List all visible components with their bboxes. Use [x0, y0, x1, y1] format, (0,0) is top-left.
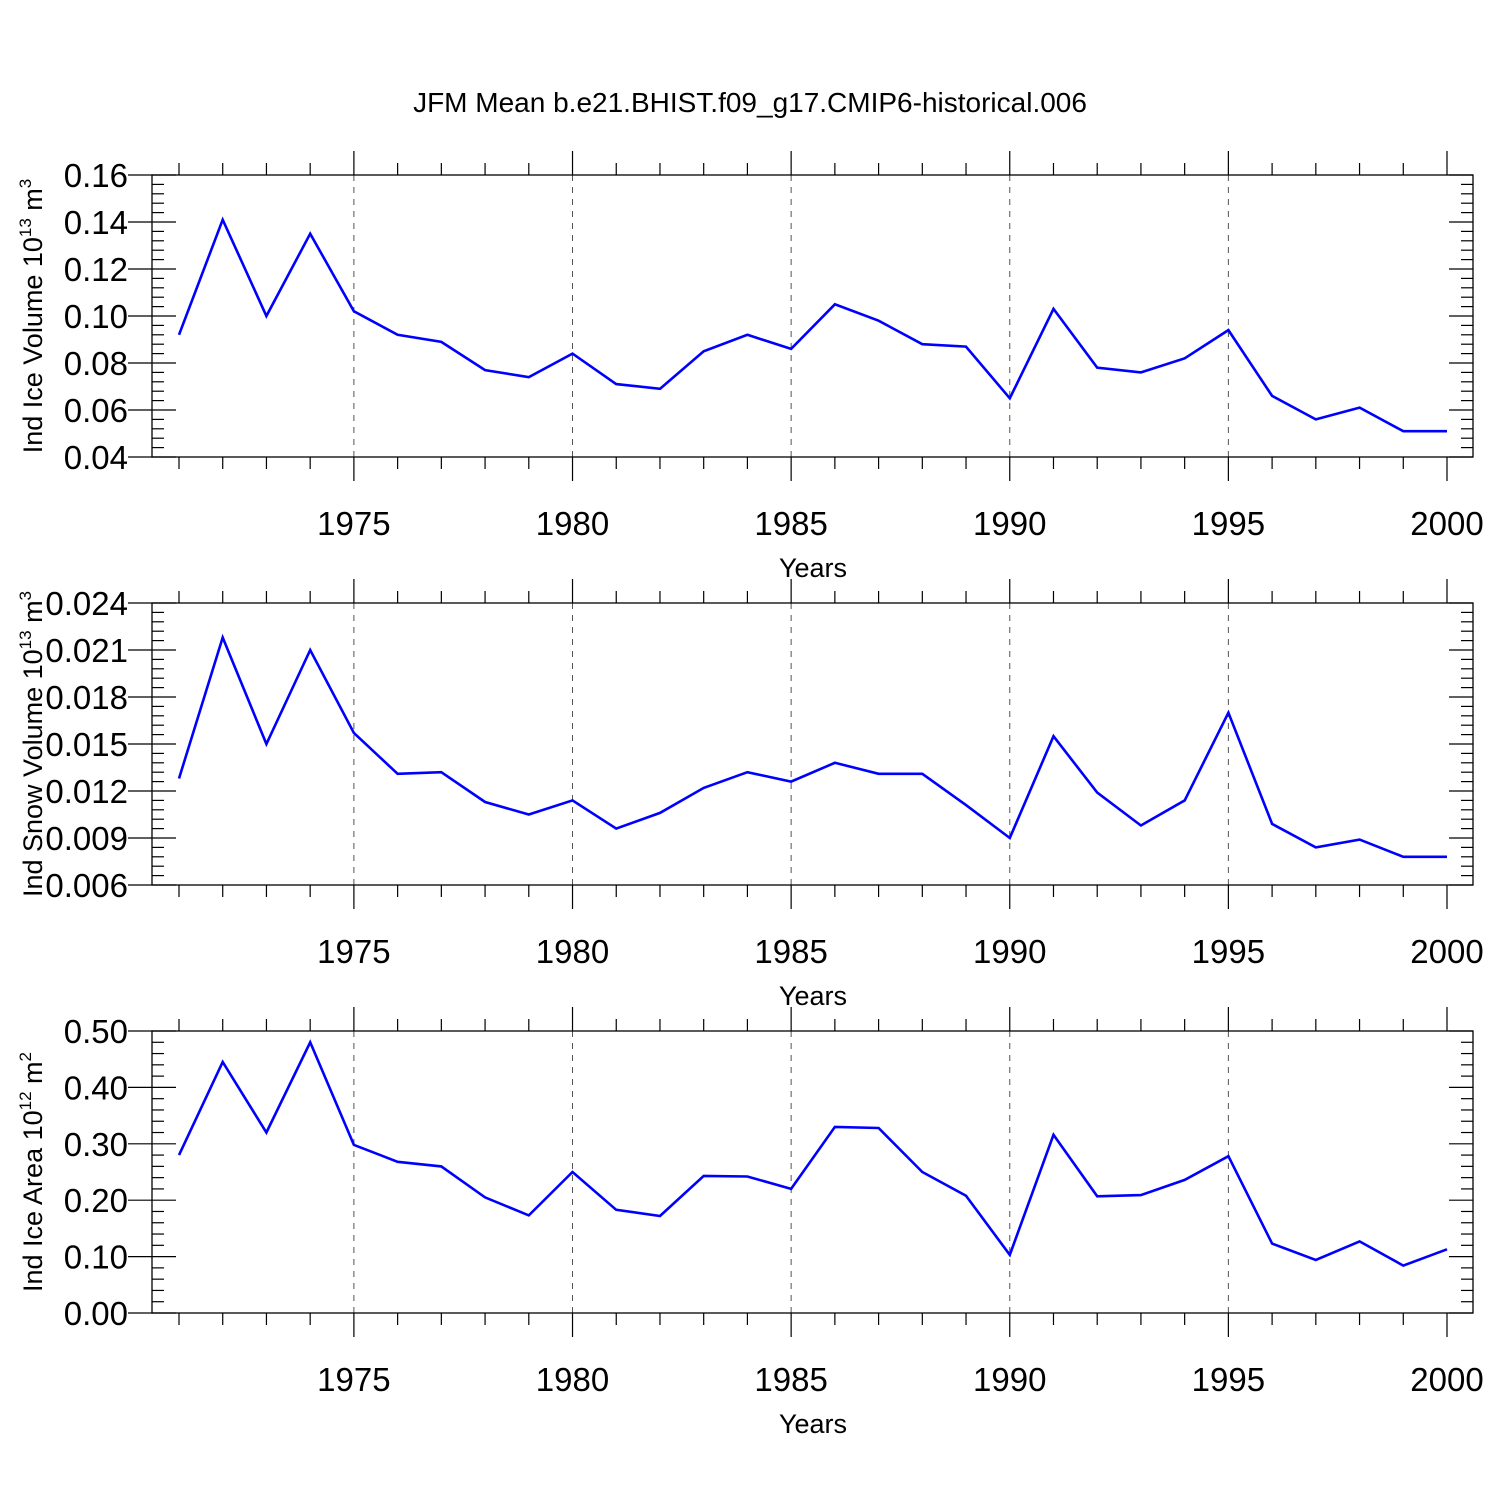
x-axis-label: Years — [779, 981, 847, 1011]
x-tick-label: 1980 — [536, 933, 609, 970]
series-line — [177, 216, 1447, 433]
x-tick-label: 1995 — [1192, 933, 1265, 970]
y-tick-label: 0.08 — [64, 345, 128, 382]
y-tick-label: 0.14 — [64, 204, 128, 241]
y-tick-label: 0.015 — [45, 726, 128, 763]
y-tick-label: 0.10 — [64, 1239, 128, 1276]
y-tick-label: 0.20 — [64, 1182, 128, 1219]
y-tick-label: 0.009 — [45, 820, 128, 857]
x-tick-label: 2000 — [1410, 1361, 1483, 1398]
x-tick-label: 1980 — [536, 505, 609, 542]
y-axis-label: Ind Ice Volume 1013 m3 — [16, 179, 48, 454]
y-tick-label: 0.018 — [45, 679, 128, 716]
y-tick-label: 0.00 — [64, 1295, 128, 1332]
x-tick-label: 1985 — [754, 933, 827, 970]
series-line — [177, 1039, 1448, 1268]
y-tick-label: 0.50 — [64, 1013, 128, 1050]
panel-3: 0.00 0.10 0.20 0.30 0.40 0.50 1975 1980 1985 1990… — [16, 1007, 1484, 1439]
y-tick-label: 0.16 — [64, 157, 128, 194]
y-tick-label: 0.04 — [64, 439, 128, 476]
x-tick-label: 2000 — [1410, 505, 1483, 542]
x-tick-label: 1975 — [317, 1361, 390, 1398]
x-tick-label: 1990 — [973, 505, 1046, 542]
panel-2: 0.006 0.009 0.012 0.015 0.018 0.021 0.024 1975 1… — [16, 579, 1484, 1011]
x-tick-label: 1975 — [317, 933, 390, 970]
y-tick-label: 0.10 — [64, 298, 128, 335]
y-tick-label: 0.006 — [45, 867, 128, 904]
y-tick-label: 0.024 — [45, 585, 128, 622]
y-tick-label: 0.06 — [64, 392, 128, 429]
plot-frame — [151, 174, 1474, 458]
y-tick-label: 0.40 — [64, 1069, 128, 1106]
panel-1: 0.04 0.06 0.08 0.10 0.12 0.14 0.16 1975 1980 1985… — [16, 151, 1484, 583]
y-axis-label: Ind Ice Area 1012 m2 — [16, 1052, 48, 1292]
x-tick-label: 1990 — [973, 1361, 1046, 1398]
x-tick-label: 1985 — [754, 505, 827, 542]
y-tick-label: 0.12 — [64, 251, 128, 288]
x-tick-label: 1980 — [536, 1361, 609, 1398]
x-axis-label: Years — [779, 1409, 847, 1439]
x-axis-label: Years — [779, 553, 847, 583]
y-tick-label: 0.30 — [64, 1126, 128, 1163]
y-tick-label: 0.021 — [45, 632, 128, 669]
chart-title: JFM Mean b.e21.BHIST.f09_g17.CMIP6-histo… — [413, 87, 1087, 118]
x-tick-label: 1990 — [973, 933, 1046, 970]
x-tick-label: 2000 — [1410, 933, 1483, 970]
y-tick-label: 0.012 — [45, 773, 128, 810]
x-tick-label: 1985 — [754, 1361, 827, 1398]
plot-frame — [151, 1030, 1474, 1314]
x-tick-label: 1995 — [1192, 1361, 1265, 1398]
plot-frame — [151, 602, 1474, 886]
x-tick-label: 1975 — [317, 505, 390, 542]
y-axis-label: Ind Snow Volume 1013 m3 — [16, 591, 48, 897]
series-line — [177, 633, 1447, 859]
x-tick-label: 1995 — [1192, 505, 1265, 542]
